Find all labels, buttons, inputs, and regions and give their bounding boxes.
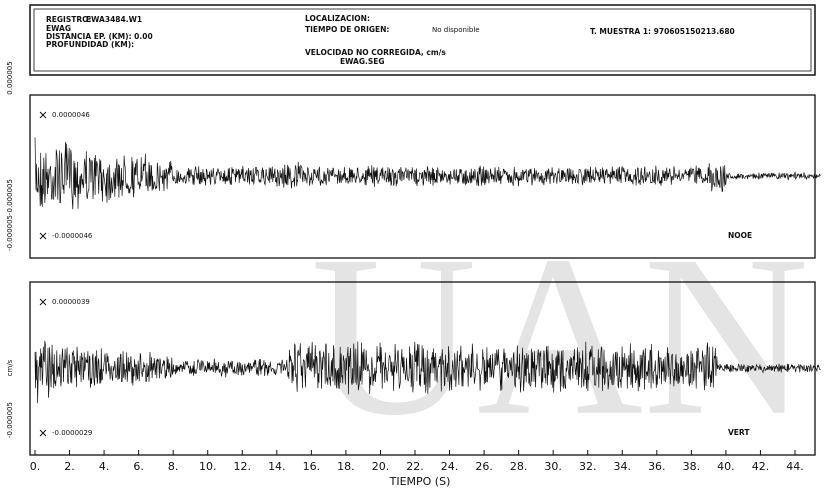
x-tick-label: 4. (99, 460, 110, 473)
page: UAN REGISTRO: EWA3484.W1 EWAG DISTANCIA … (0, 0, 824, 493)
max-label: 0.0000046 (52, 111, 90, 119)
side-label: cm/s (6, 359, 14, 376)
registro: EWA3484.W1 (86, 15, 142, 24)
x-tick-label: 34. (614, 460, 632, 473)
waveform (35, 137, 821, 209)
side-label: 0.000005 (6, 61, 14, 94)
x-tick-label: 36. (648, 460, 666, 473)
x-tick-label: 18. (337, 460, 355, 473)
x-tick-label: 2. (64, 460, 75, 473)
side-label: -0.000005 (6, 402, 14, 438)
watermark: UAN (311, 208, 809, 463)
x-tick-label: 16. (303, 460, 321, 473)
x-axis-label: TIEMPO (S) (389, 475, 451, 488)
muestra: T. MUESTRA 1: 970605150213.680 (590, 27, 735, 36)
x-tick-label: 28. (510, 460, 528, 473)
velocidad: VELOCIDAD NO CORREGIDA, cm/s (305, 48, 446, 57)
x-tick-label: 40. (717, 460, 735, 473)
localizacion: LOCALIZACION: (305, 14, 370, 23)
x-tick-label: 8. (168, 460, 179, 473)
x-tick-label: 24. (441, 460, 459, 473)
x-tick-label: 20. (372, 460, 390, 473)
x-tick-label: 22. (406, 460, 424, 473)
x-tick-label: 30. (544, 460, 562, 473)
component: VERT (728, 428, 750, 437)
side-label: -0.000005-0.000005 (6, 179, 14, 251)
x-tick-label: 14. (268, 460, 286, 473)
x-tick-label: 10. (199, 460, 217, 473)
registro-label: REGISTRO: (46, 15, 92, 24)
x-tick-label: 26. (475, 460, 493, 473)
x-tick-label: 42. (752, 460, 770, 473)
x-tick-label: 6. (133, 460, 144, 473)
min-label: -0.0000029 (52, 429, 92, 437)
min-label: -0.0000046 (52, 232, 93, 240)
tiempo-origen: No disponible (432, 26, 480, 34)
x-tick-label: 0. (30, 460, 41, 473)
x-tick-label: 12. (234, 460, 252, 473)
x-tick-label: 44. (786, 460, 804, 473)
max-label: 0.0000039 (52, 298, 90, 306)
x-tick-label: 38. (683, 460, 701, 473)
x-tick-label: 32. (579, 460, 597, 473)
tiempo-origen-label: TIEMPO DE ORIGEN: (305, 25, 389, 34)
component: NOOE (728, 231, 752, 240)
profundidad: PROFUNDIDAD (KM): (46, 40, 134, 49)
archivo: EWAG.SEG (340, 57, 385, 66)
